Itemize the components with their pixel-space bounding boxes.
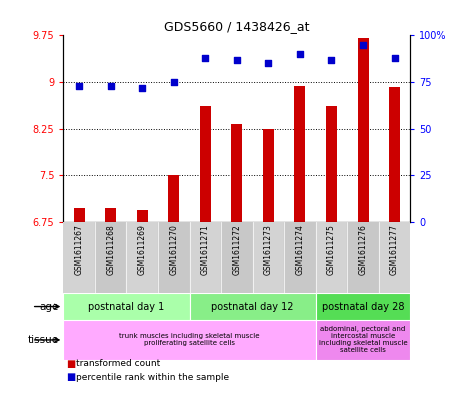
- Text: ■: ■: [66, 372, 75, 382]
- Bar: [158, 222, 189, 293]
- Bar: [95, 222, 127, 293]
- Text: postnatal day 12: postnatal day 12: [212, 301, 294, 312]
- Text: GSM1611272: GSM1611272: [232, 224, 242, 275]
- Bar: [316, 293, 410, 320]
- Bar: [316, 222, 347, 293]
- Bar: [136, 209, 148, 222]
- Point: [138, 84, 146, 91]
- Bar: [105, 208, 116, 222]
- Bar: [168, 175, 179, 222]
- Text: GSM1611267: GSM1611267: [75, 224, 83, 275]
- Bar: [253, 222, 284, 293]
- Bar: [63, 222, 95, 293]
- Bar: [74, 208, 84, 222]
- Text: transformed count: transformed count: [76, 359, 161, 368]
- Bar: [221, 222, 253, 293]
- Bar: [189, 222, 221, 293]
- Text: GSM1611274: GSM1611274: [295, 224, 304, 275]
- Text: GSM1611269: GSM1611269: [138, 224, 147, 275]
- Point: [76, 83, 83, 89]
- Point: [202, 55, 209, 61]
- Bar: [284, 222, 316, 293]
- Point: [233, 57, 241, 63]
- Text: GSM1611275: GSM1611275: [327, 224, 336, 275]
- Point: [296, 51, 304, 57]
- Text: GSM1611270: GSM1611270: [169, 224, 178, 275]
- Point: [391, 55, 398, 61]
- Bar: [316, 320, 410, 360]
- Bar: [63, 293, 189, 320]
- Point: [170, 79, 177, 85]
- Text: GSM1611277: GSM1611277: [390, 224, 399, 275]
- Bar: [357, 39, 369, 222]
- Bar: [127, 222, 158, 293]
- Bar: [389, 87, 400, 222]
- Text: GSM1611273: GSM1611273: [264, 224, 273, 275]
- Text: postnatal day 28: postnatal day 28: [322, 301, 404, 312]
- Bar: [189, 293, 316, 320]
- Text: tissue: tissue: [28, 335, 59, 345]
- Bar: [63, 320, 316, 360]
- Point: [107, 83, 114, 89]
- Title: GDS5660 / 1438426_at: GDS5660 / 1438426_at: [164, 20, 310, 33]
- Text: percentile rank within the sample: percentile rank within the sample: [76, 373, 229, 382]
- Text: age: age: [39, 301, 59, 312]
- Text: postnatal day 1: postnatal day 1: [88, 301, 165, 312]
- Bar: [379, 222, 410, 293]
- Bar: [347, 222, 379, 293]
- Bar: [295, 86, 305, 222]
- Text: GSM1611276: GSM1611276: [358, 224, 368, 275]
- Point: [265, 60, 272, 66]
- Text: GSM1611268: GSM1611268: [106, 224, 115, 275]
- Text: trunk muscles including skeletal muscle
proliferating satellite cells: trunk muscles including skeletal muscle …: [119, 333, 260, 347]
- Bar: [263, 129, 274, 222]
- Point: [328, 57, 335, 63]
- Point: [359, 42, 367, 48]
- Bar: [326, 106, 337, 222]
- Text: abdominal, pectoral and
intercostal muscle
including skeletal muscle
satellite c: abdominal, pectoral and intercostal musc…: [319, 327, 408, 353]
- Text: ■: ■: [66, 358, 75, 369]
- Text: GSM1611271: GSM1611271: [201, 224, 210, 275]
- Bar: [200, 106, 211, 222]
- Bar: [231, 124, 242, 222]
